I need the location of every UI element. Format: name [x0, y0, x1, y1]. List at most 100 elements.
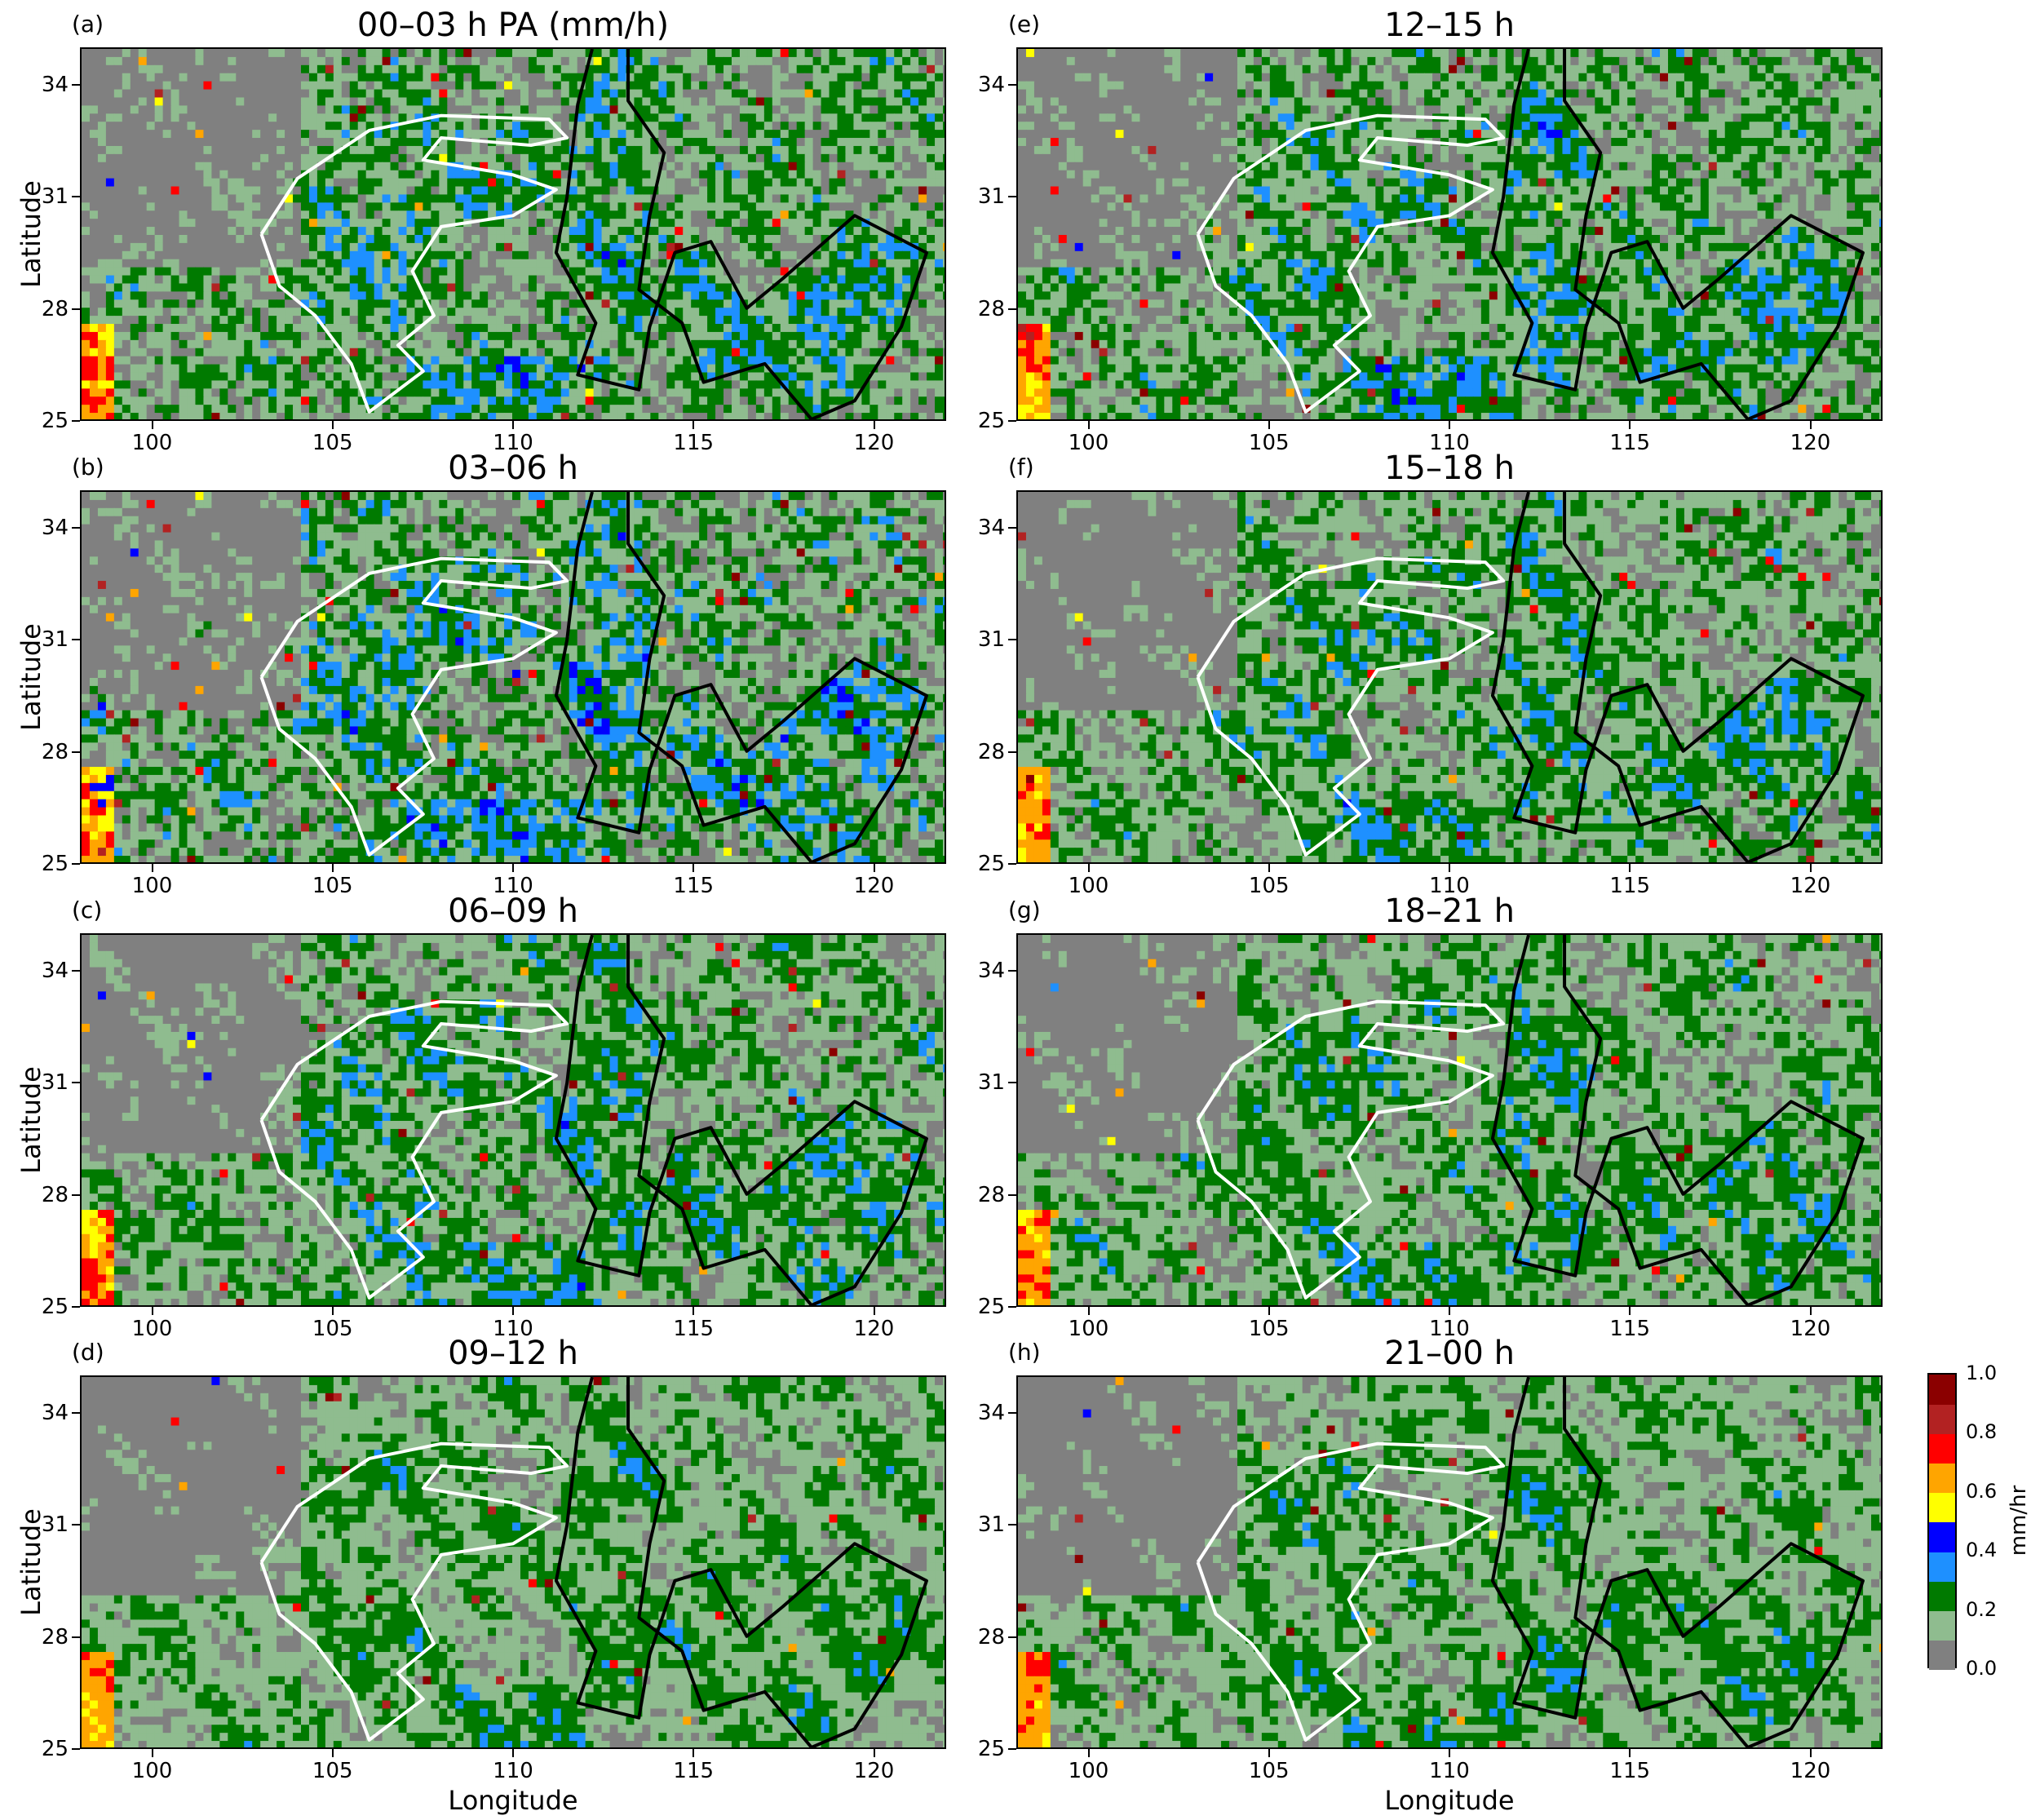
precip-cell [504, 64, 513, 74]
precip-cell [455, 283, 464, 292]
precip-cell [300, 89, 310, 99]
precip-cell [569, 316, 578, 325]
precip-cell [788, 324, 798, 333]
precip-cell [268, 364, 277, 374]
precip-cell [780, 105, 790, 114]
precip-cell [666, 316, 675, 325]
precip-cell [170, 380, 180, 389]
precip-cell [723, 413, 732, 419]
precip-cell [89, 186, 99, 196]
precip-cell [512, 267, 521, 277]
precip-cell [723, 56, 732, 66]
precip-cell [195, 396, 205, 405]
precip-cell [293, 202, 302, 211]
precip-cell [675, 219, 684, 228]
precip-cell [496, 339, 505, 349]
precip-cell [113, 145, 123, 155]
precip-cell [170, 81, 180, 91]
precip-cell [780, 186, 790, 196]
precip-cell [853, 291, 862, 300]
precip-cell [455, 316, 464, 325]
precip-cell [333, 219, 343, 228]
precip-cell [316, 227, 326, 236]
precip-cell [715, 308, 724, 317]
precip-cell [105, 122, 115, 131]
precip-cell [97, 316, 107, 325]
precip-cell [658, 162, 667, 171]
precip-cell [228, 405, 237, 414]
precip-cell [943, 113, 945, 122]
precip-cell [861, 316, 870, 325]
precip-cell [382, 380, 392, 389]
precip-cell [504, 81, 513, 91]
precip-cell [488, 388, 497, 397]
precip-cell [699, 364, 708, 374]
precip-cell [463, 356, 472, 365]
precip-cell [528, 380, 538, 389]
precip-cell [439, 162, 448, 171]
precip-cell [122, 356, 131, 365]
precip-cell [97, 89, 107, 99]
precip-cell [853, 259, 862, 268]
precip-cell [268, 130, 277, 139]
precip-cell [918, 170, 927, 179]
precip-cell [365, 308, 375, 317]
precip-cell [886, 81, 895, 91]
precip-cell [504, 348, 513, 357]
precip-cell [293, 105, 302, 114]
precip-cell [886, 186, 895, 196]
precip-cell [918, 73, 927, 82]
precip-cell [228, 348, 237, 357]
precip-cell [277, 388, 285, 397]
precip-cell [812, 202, 822, 211]
precip-cell [146, 356, 156, 365]
precip-cell [463, 283, 472, 292]
precip-cell [357, 372, 367, 382]
precip-cell [634, 49, 643, 58]
precip-cell [471, 267, 480, 277]
precip-cell [812, 73, 822, 82]
precip-cell [414, 162, 424, 171]
precip-cell [788, 130, 798, 139]
precip-cell [203, 250, 212, 260]
precip-cell [308, 380, 318, 389]
precip-cell [634, 242, 643, 252]
precip-cell [219, 308, 228, 317]
precip-cell [488, 316, 497, 325]
precip-cell [293, 162, 302, 171]
precip-cell [488, 250, 497, 260]
precip-cell [154, 234, 164, 244]
precip-cell [772, 145, 781, 155]
precip-cell [788, 202, 798, 211]
precip-cell [285, 250, 294, 260]
precip-cell [293, 234, 302, 244]
precip-cell [552, 275, 562, 285]
precip-cell [650, 81, 659, 91]
precip-cell [293, 89, 302, 99]
precip-cell [300, 283, 310, 292]
precip-cell [365, 348, 375, 357]
precip-cell [105, 64, 115, 74]
precip-cell [788, 339, 798, 349]
precip-cell [747, 388, 757, 397]
precip-cell [666, 380, 675, 389]
precip-cell [236, 339, 245, 349]
precip-cell [406, 210, 416, 219]
precip-cell [300, 259, 310, 268]
precip-cell [195, 242, 205, 252]
precip-cell [179, 413, 188, 419]
precip-cell [634, 97, 643, 106]
precip-cell [162, 242, 172, 252]
precip-cell [349, 64, 359, 74]
precip-cell [455, 64, 464, 74]
precip-cell [512, 348, 521, 357]
precip-cell [406, 234, 416, 244]
precip-cell [211, 283, 220, 292]
precip-cell [536, 308, 546, 317]
precip-cell [910, 73, 919, 82]
precip-cell [845, 153, 855, 163]
precip-cell [617, 324, 627, 333]
precip-cell [780, 210, 790, 219]
precip-cell [488, 356, 497, 365]
precip-cell [593, 138, 603, 147]
